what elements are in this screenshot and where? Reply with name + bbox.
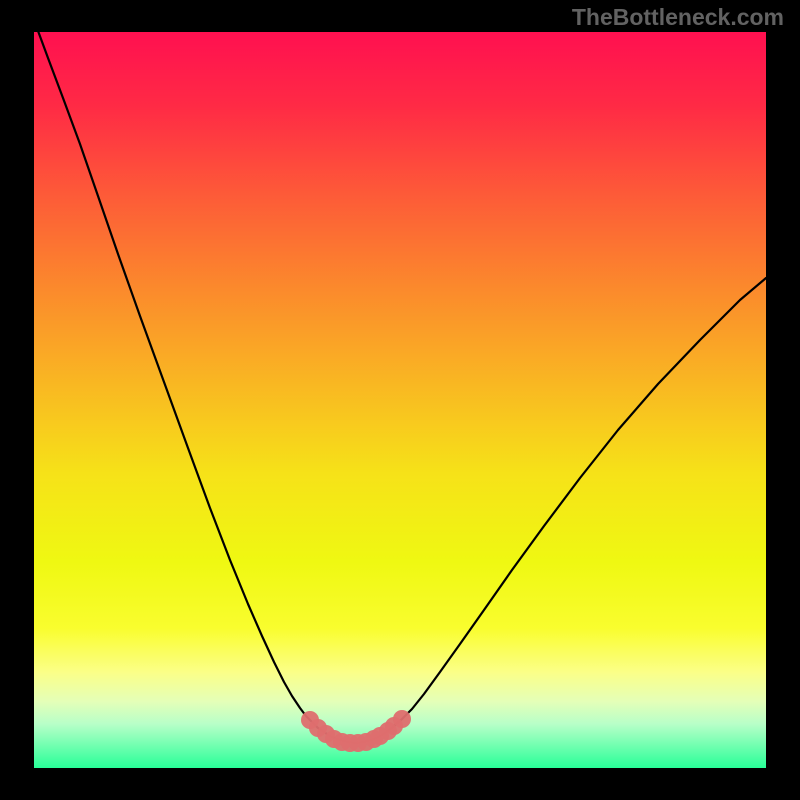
watermark-text: TheBottleneck.com <box>572 4 784 31</box>
bottleneck-curve <box>34 32 766 743</box>
highlight-dots <box>301 710 411 752</box>
curve-overlay <box>34 32 766 768</box>
